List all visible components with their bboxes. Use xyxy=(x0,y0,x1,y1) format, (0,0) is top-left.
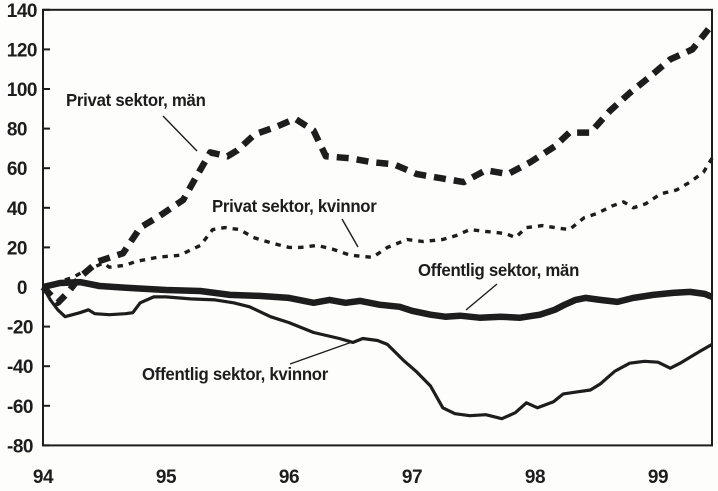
y-tick-label: 20 xyxy=(7,238,27,259)
y-tick-label: 100 xyxy=(7,80,37,101)
y-tick-label: 40 xyxy=(7,199,27,220)
annotation-offentlig-sektor-kvinnor: Offentlig sektor, kvinnor xyxy=(142,364,329,384)
y-tick-label: -80 xyxy=(7,436,33,457)
leader-line xyxy=(162,115,198,152)
y-tick-label: 80 xyxy=(7,120,27,141)
x-tick-label: 94 xyxy=(33,467,54,488)
y-tick-label: -20 xyxy=(7,318,33,339)
y-tick-label: 0 xyxy=(17,278,27,299)
series-line-offentlig-sektor-m-n xyxy=(42,278,714,321)
y-tick-label: 60 xyxy=(7,159,27,180)
y-tick-label: 120 xyxy=(7,40,37,61)
plot-frame xyxy=(42,8,713,447)
x-tick-label: 98 xyxy=(525,467,545,488)
x-tick-label: 96 xyxy=(279,467,299,488)
series-line-privat-sektor-kvinnor xyxy=(42,157,714,289)
annotation-privat-sektor-m-n: Privat sektor, män xyxy=(66,90,206,110)
leader-line xyxy=(289,341,353,365)
x-tick-label: 99 xyxy=(648,467,668,488)
series-line-offentlig-sektor-kvinnor xyxy=(41,286,713,421)
leader-line xyxy=(341,218,359,248)
y-tick-label: 140 xyxy=(7,1,37,22)
y-tick-label: -60 xyxy=(7,397,33,418)
annotation-offentlig-sektor-m-n: Offentlig sektor, män xyxy=(418,260,580,280)
y-tick-label: -40 xyxy=(7,357,33,378)
series-line-privat-sektor-m-n xyxy=(40,25,713,307)
x-tick-label: 95 xyxy=(156,467,177,488)
annotation-privat-sektor-kvinnor: Privat sektor, kvinnor xyxy=(212,196,377,216)
x-tick-label: 97 xyxy=(402,467,422,488)
leader-line xyxy=(465,283,498,311)
